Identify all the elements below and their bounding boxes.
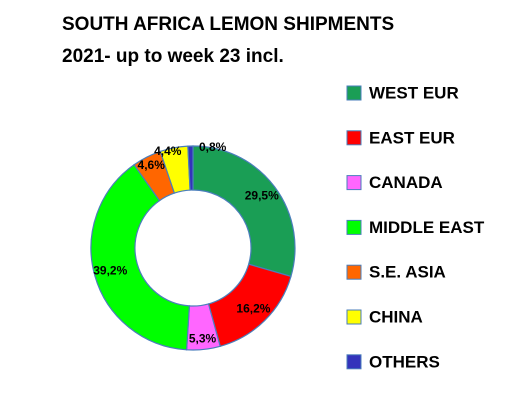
donut-slice <box>90 163 190 351</box>
legend-marker <box>346 219 362 235</box>
value-label: 4,6% <box>138 158 166 172</box>
value-label: 39,2% <box>93 264 127 278</box>
legend-marker <box>346 309 362 325</box>
legend-label: MIDDLE EAST <box>369 218 485 237</box>
chart-subtitle: 2021- up to week 23 incl. <box>62 46 284 67</box>
legend-marker <box>346 175 362 191</box>
legend-label: EAST EUR <box>369 128 455 147</box>
value-label: 0,8% <box>199 140 227 154</box>
legend-marker <box>346 85 362 101</box>
legend-label: OTHERS <box>369 352 440 371</box>
donut-slice <box>192 145 296 278</box>
legend-label: CANADA <box>369 173 443 192</box>
value-label: 4,4% <box>154 144 182 158</box>
chart-title: SOUTH AFRICA LEMON SHIPMENTS <box>62 14 394 35</box>
value-label: 16,2% <box>236 301 270 315</box>
value-label: 5,3% <box>189 332 217 346</box>
value-label: 29,5% <box>245 189 279 203</box>
legend-marker <box>346 354 362 370</box>
donut-slice <box>187 145 194 191</box>
legend-label: S.E. ASIA <box>369 263 446 282</box>
legend-marker <box>346 264 362 280</box>
legend-label: CHINA <box>369 307 423 326</box>
legend-label: WEST EUR <box>369 83 459 102</box>
legend-marker <box>346 130 362 146</box>
